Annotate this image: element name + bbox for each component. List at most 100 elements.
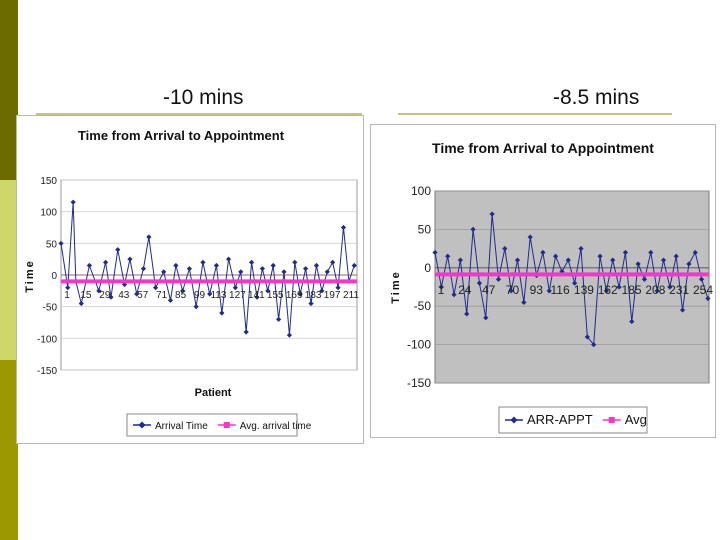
legend-label: ARR-APPT	[527, 412, 593, 427]
chart-title: Time from Arrival to Appointment	[432, 140, 654, 156]
left-heading-rule	[36, 113, 362, 115]
y-tick-label: 50	[418, 222, 432, 236]
x-tick-label: 71	[156, 290, 168, 301]
data-point	[297, 291, 303, 297]
y-axis-label: Time	[390, 270, 402, 303]
data-point	[308, 300, 314, 307]
legend-marker	[138, 421, 146, 429]
x-tick-label: 1	[438, 283, 445, 297]
x-tick-label: 1	[64, 290, 70, 301]
x-tick-label: 43	[118, 290, 130, 301]
y-tick-label: 100	[411, 184, 431, 198]
x-tick-label: 183	[305, 290, 322, 301]
data-point	[173, 262, 179, 269]
legend-marker	[510, 416, 518, 424]
data-point	[654, 288, 660, 294]
y-tick-label: 0	[424, 261, 431, 275]
legend-marker	[223, 422, 230, 428]
y-tick-label: -50	[414, 299, 432, 313]
data-point	[610, 257, 616, 263]
series-line	[434, 213, 709, 346]
data-point	[259, 266, 265, 272]
accent-bar-top	[0, 0, 18, 180]
x-tick-label: 15	[80, 290, 92, 301]
data-point	[476, 280, 483, 286]
data-point	[438, 284, 444, 290]
x-tick-label: 254	[693, 283, 713, 297]
data-point	[213, 262, 220, 269]
data-point	[146, 234, 152, 240]
data-point	[207, 291, 213, 297]
data-point	[635, 261, 641, 267]
data-point	[495, 276, 502, 282]
y-tick-label: -150	[407, 376, 431, 390]
data-point	[540, 249, 546, 256]
x-tick-label: 211	[343, 290, 359, 301]
data-point	[70, 199, 76, 205]
x-tick-label: 231	[669, 283, 689, 297]
x-tick-label: 162	[598, 283, 618, 297]
x-tick-label: 70	[506, 283, 520, 297]
x-tick-label: 127	[229, 290, 246, 301]
data-point	[705, 295, 711, 302]
x-tick-label: 99	[194, 290, 206, 301]
legend-box	[498, 406, 648, 434]
x-tick-label: 139	[574, 283, 594, 297]
data-point	[340, 224, 347, 231]
legend-label: Avg. arrival time	[240, 421, 312, 432]
legend-box	[126, 413, 298, 437]
x-tick-label: 116	[551, 283, 570, 297]
y-tick-label: 50	[46, 239, 58, 250]
y-tick-label: 0	[51, 271, 57, 282]
series-line	[60, 202, 355, 336]
data-point	[667, 284, 673, 290]
x-tick-label: 93	[530, 283, 544, 297]
y-tick-label: 100	[40, 208, 57, 219]
y-tick-label: -150	[37, 366, 57, 377]
plot-area	[434, 190, 710, 384]
left-heading: -10 mins	[163, 86, 244, 109]
data-point	[692, 249, 698, 256]
x-axis-label: Patient	[195, 387, 232, 399]
x-tick-label: 24	[458, 283, 472, 297]
data-point	[351, 262, 357, 269]
data-point	[86, 262, 92, 269]
data-point	[270, 262, 276, 269]
x-tick-label: 208	[645, 283, 665, 297]
data-point	[686, 261, 692, 267]
left-chart-panel: Time from Arrival to Appointment 150 100 50…	[16, 115, 364, 444]
data-point	[514, 257, 521, 263]
accent-bar-bottom	[0, 360, 18, 540]
x-tick-label: 29	[99, 290, 111, 301]
data-point	[313, 262, 320, 269]
y-tick-label: -100	[37, 334, 57, 345]
x-tick-label: 57	[137, 290, 149, 301]
data-point	[134, 291, 140, 297]
legend-label: Arrival Time	[155, 421, 208, 432]
y-tick-label: -100	[407, 338, 431, 352]
x-tick-label: 185	[622, 283, 642, 297]
left-chart: Time from Arrival to Appointment15010050…	[24, 128, 359, 437]
data-point	[616, 284, 622, 290]
data-point	[641, 276, 648, 282]
data-point	[432, 249, 438, 256]
y-axis-label: Time	[24, 259, 36, 292]
data-point	[58, 240, 64, 246]
data-point	[115, 247, 121, 253]
right-heading-rule	[398, 113, 672, 115]
data-point	[648, 249, 654, 256]
data-point	[470, 226, 476, 232]
right-chart-panel: Time from Arrival to Appointment 100 50 0 -5…	[370, 124, 716, 438]
data-point	[243, 329, 249, 335]
x-tick-label: 169	[286, 290, 303, 301]
x-tick-label: 85	[175, 290, 187, 301]
data-point	[330, 259, 336, 265]
y-tick-label: 150	[40, 176, 57, 187]
data-point	[629, 318, 635, 325]
data-point	[281, 269, 287, 275]
accent-bar-middle	[0, 180, 18, 360]
legend-label: Avg	[625, 412, 647, 427]
x-tick-label: 141	[248, 290, 265, 301]
data-point	[673, 253, 679, 259]
legend-marker	[608, 417, 615, 423]
